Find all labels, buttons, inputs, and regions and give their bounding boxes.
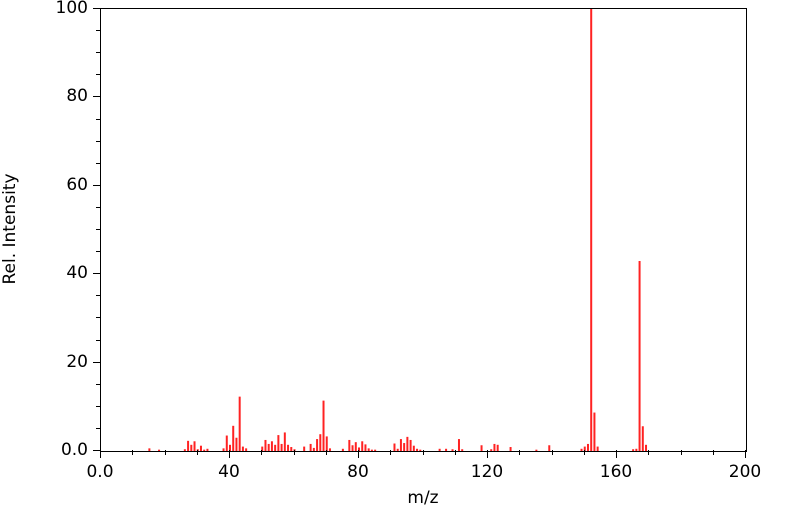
- x-axis-title: m/z: [407, 488, 439, 508]
- x-tick-label: 160: [599, 462, 633, 482]
- x-tick-major: [745, 450, 746, 458]
- y-tick-major: [93, 184, 100, 186]
- y-tick-label: 20: [66, 351, 88, 372]
- y-tick-major: [93, 450, 100, 451]
- x-tick-minor: [519, 450, 521, 455]
- y-tick-minor: [96, 251, 100, 253]
- x-tick-minor: [422, 450, 424, 455]
- y-tick-label: 60: [66, 174, 88, 195]
- x-tick-minor: [648, 450, 650, 455]
- y-tick-minor: [96, 162, 100, 164]
- y-tick-minor: [96, 74, 100, 76]
- x-tick-major: [229, 450, 230, 458]
- x-tick-minor: [680, 450, 682, 455]
- y-tick-minor: [96, 405, 100, 407]
- x-tick-label: 0.0: [86, 462, 114, 482]
- y-tick-minor: [96, 140, 100, 142]
- x-tick-label: 80: [347, 462, 369, 482]
- x-tick-label: 120: [470, 462, 504, 482]
- x-tick-label: 200: [728, 462, 762, 482]
- y-tick-minor: [96, 229, 100, 230]
- y-tick-minor: [96, 118, 100, 120]
- y-tick-minor: [96, 295, 100, 297]
- x-axis: 0.0 40 80 120 160 200: [86, 450, 761, 516]
- x-tick-minor: [164, 450, 166, 455]
- plot-area: [100, 8, 747, 452]
- x-tick-label: 40: [218, 462, 240, 482]
- x-tick-minor: [261, 450, 263, 455]
- x-tick-minor: [132, 450, 134, 455]
- x-tick-minor: [325, 450, 327, 455]
- y-tick-minor: [96, 317, 100, 319]
- x-tick-major: [616, 450, 617, 458]
- y-tick-major: [93, 8, 100, 9]
- y-tick-minor: [96, 339, 100, 341]
- y-tick-minor: [96, 206, 100, 208]
- spectrum-peaks: [148, 9, 648, 451]
- y-tick-label: 80: [66, 86, 88, 107]
- x-tick-major: [487, 450, 488, 458]
- y-tick-minor: [96, 30, 100, 32]
- x-tick-minor: [712, 450, 714, 455]
- y-tick-major: [93, 361, 100, 363]
- y-tick-minor: [96, 427, 100, 429]
- x-tick-minor: [390, 450, 392, 455]
- y-tick-minor: [96, 383, 100, 385]
- y-tick-major: [93, 273, 100, 275]
- x-tick-minor: [196, 450, 198, 455]
- x-tick-major: [358, 450, 359, 458]
- y-tick-minor: [96, 52, 100, 54]
- y-tick-label: 40: [66, 263, 88, 284]
- y-tick-label: 100: [55, 0, 88, 18]
- x-tick-minor: [551, 450, 553, 455]
- x-tick-minor: [454, 450, 456, 455]
- y-tick-major: [93, 96, 100, 98]
- x-tick-minor: [583, 450, 585, 455]
- y-tick-label: 0.0: [60, 440, 88, 460]
- y-axis-title: Rel. Intensity: [0, 173, 20, 285]
- y-axis: 0.0 20 40 60 80 100: [0, 0, 100, 460]
- x-tick-major: [100, 450, 101, 458]
- x-tick-minor: [293, 450, 295, 455]
